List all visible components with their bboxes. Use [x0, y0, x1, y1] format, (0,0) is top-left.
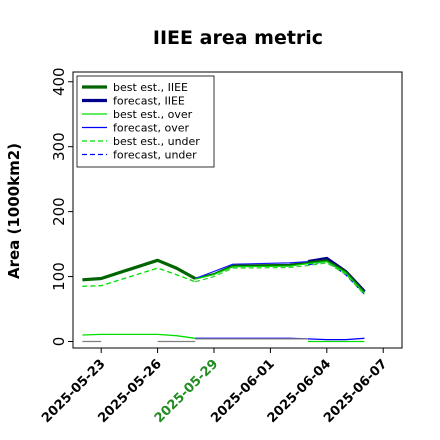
legend-label: forecast, under — [113, 149, 197, 162]
legend-label: forecast, over — [113, 122, 189, 135]
series-line — [194, 261, 309, 280]
y-tick-label: 400 — [50, 67, 68, 96]
series-line — [195, 262, 365, 296]
series-layer — [82, 256, 366, 343]
y-tick-label: 300 — [50, 132, 68, 161]
series-line — [82, 258, 196, 282]
y-axis-label: Area (1000km2) — [5, 143, 23, 279]
legend-label: best est., IIEE — [113, 81, 188, 94]
legend-label: best est., over — [113, 108, 193, 121]
legend-label: forecast, IIEE — [113, 95, 185, 108]
chart-title: IIEE area metric — [153, 27, 323, 49]
y-tick-label: 100 — [50, 262, 68, 291]
y-tick-label: 0 — [50, 337, 68, 347]
plot-frame — [72, 71, 403, 349]
series-line — [195, 261, 365, 294]
series-line — [82, 267, 196, 287]
y-tick-label: 200 — [50, 197, 68, 226]
legend-box — [76, 75, 215, 168]
y-axis: 0 100 200 300 400 — [50, 67, 73, 346]
legend-label: best est., under — [113, 135, 200, 148]
x-axis: 2025-05-232025-05-262025-05-292025-06-01… — [39, 348, 391, 426]
series-line — [82, 333, 196, 339]
series-line — [194, 259, 366, 293]
